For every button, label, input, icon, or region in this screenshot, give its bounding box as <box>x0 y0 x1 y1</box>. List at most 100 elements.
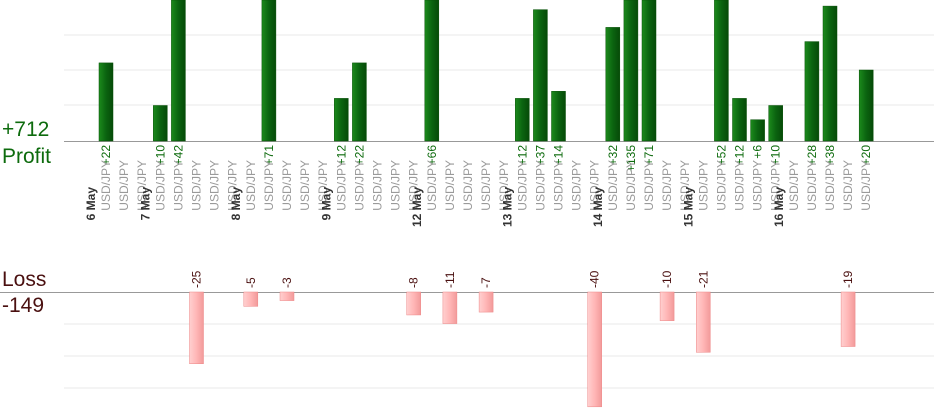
profit-value-label: +22 <box>99 145 113 166</box>
pair-label: USD/JPY <box>389 160 403 211</box>
profit-value-label: +12 <box>334 145 348 166</box>
profit-bar <box>352 62 367 142</box>
pair-label: USD/JPY <box>678 160 692 211</box>
date-label: 15 May <box>681 187 695 227</box>
loss-bar <box>243 291 259 307</box>
pair-label: USD/JPY <box>769 160 783 211</box>
bars <box>98 0 874 408</box>
pair-label: USD/JPY <box>805 160 819 211</box>
profit-label: Profit <box>2 145 52 168</box>
loss-value-label: -10 <box>660 270 674 288</box>
pair-label: USD/JPY <box>244 160 258 211</box>
profit-bar <box>261 0 277 142</box>
date-label: 14 May <box>591 187 605 227</box>
loss-bar <box>279 291 295 301</box>
profit-bar <box>424 0 440 142</box>
loss-value-label: -7 <box>479 277 493 288</box>
profit-value-label: +71 <box>642 145 656 166</box>
profit-bar <box>334 98 349 142</box>
pair-label: USD/JPY <box>823 160 837 211</box>
loss-value-label: -5 <box>244 277 258 288</box>
loss-total: -149 <box>2 294 45 317</box>
date-label: 16 May <box>772 187 786 227</box>
profit-bar <box>605 27 621 142</box>
profit-value-label: +66 <box>425 145 439 166</box>
profit-value-label: +22 <box>352 145 366 166</box>
loss-bar <box>659 291 675 321</box>
profit-value-label: +37 <box>533 145 547 166</box>
date-label: 8 May <box>229 187 243 221</box>
pair-label: USD/JPY <box>425 160 439 211</box>
pair-label: USD/JPY <box>280 160 294 211</box>
profit-total: +712 <box>2 118 50 141</box>
pair-label: USD/JPY <box>606 160 620 211</box>
pair-label: USD/JPY <box>479 160 493 211</box>
loss-bar <box>478 291 494 313</box>
pair-label: USD/JPY <box>316 160 330 211</box>
profit-value-label: +14 <box>552 145 566 166</box>
profit-value-label: +135 <box>624 145 638 172</box>
profit-value-label: +32 <box>606 145 620 166</box>
pair-label: USD/JPY <box>208 160 222 211</box>
pair-label: USD/JPY <box>660 160 674 211</box>
pair-label: USD/JPY <box>714 160 728 211</box>
profit-value-label: +10 <box>769 145 783 166</box>
profit-bar <box>171 0 186 142</box>
pair-label: USD/JPY <box>751 160 765 211</box>
profit-value-label: +71 <box>262 145 276 166</box>
loss-value-label: -8 <box>407 277 421 288</box>
loss-label: Loss <box>2 268 47 291</box>
pair-label: USD/JPY <box>443 160 457 211</box>
pair-label: USD/JPY <box>787 160 801 211</box>
pair-label: USD/JPY <box>171 160 185 211</box>
profit-bar <box>153 105 168 142</box>
profit-bar <box>515 98 530 142</box>
pair-label: USD/JPY <box>371 160 385 211</box>
profit-bar <box>98 62 114 142</box>
pair-label: USD/JPY <box>552 160 566 211</box>
profit-value-label: +52 <box>714 145 728 166</box>
profit-bar <box>822 5 838 142</box>
loss-bar <box>442 291 458 324</box>
profit-bar <box>804 41 820 142</box>
pair-label: USD/JPY <box>859 160 873 211</box>
profit-bar <box>641 0 657 142</box>
pair-label: USD/JPY <box>733 160 747 211</box>
profit-bar <box>533 9 548 142</box>
pair-label: USD/JPY <box>298 160 312 211</box>
pair-label: USD/JPY <box>588 160 602 211</box>
date-label: 12 May <box>410 187 424 227</box>
profit-bar <box>623 0 639 142</box>
profit-value-label: +6 <box>751 145 765 159</box>
date-label: 9 May <box>319 187 333 221</box>
pair-label: USD/JPY <box>497 160 511 211</box>
pair-label: USD/JPY <box>262 160 276 211</box>
pair-label: USD/JPY <box>99 160 113 211</box>
profit-bar <box>732 98 747 142</box>
pair-label: USD/JPY <box>334 160 348 211</box>
loss-value-label: -19 <box>841 270 855 288</box>
pair-label: USD/JPY <box>570 160 584 211</box>
profit-value-label: +12 <box>733 145 747 166</box>
pair-label: USD/JPY <box>624 160 638 211</box>
profit-bar <box>768 105 783 142</box>
pair-label: USD/JPY <box>696 160 710 211</box>
profit-value-label: +10 <box>153 145 167 166</box>
loss-value-label: -3 <box>280 277 294 288</box>
pair-label: USD/JPY <box>226 160 240 211</box>
profit-bar <box>714 0 729 142</box>
pair-label: USD/JPY <box>135 160 149 211</box>
loss-value-label: -11 <box>443 271 457 288</box>
loss-bar <box>406 291 421 316</box>
pair-label: USD/JPY <box>407 160 421 211</box>
profit-value-label: +12 <box>515 145 529 166</box>
loss-bar <box>587 291 602 408</box>
pair-label: USD/JPY <box>117 160 131 211</box>
date-label: 7 May <box>138 187 152 221</box>
grid-lines <box>0 34 934 389</box>
pair-label: USD/JPY <box>153 160 167 211</box>
loss-value-label: -21 <box>696 270 710 288</box>
profit-value-label: +20 <box>859 145 873 166</box>
profit-value-label: +38 <box>823 145 837 166</box>
